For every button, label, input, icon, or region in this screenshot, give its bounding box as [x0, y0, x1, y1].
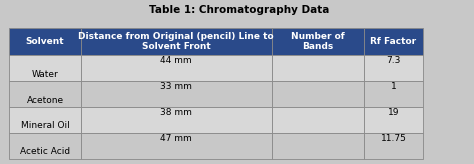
Text: 7.3: 7.3 — [386, 56, 401, 65]
Text: Mineral Oil: Mineral Oil — [21, 121, 70, 130]
Bar — [364, 55, 423, 81]
Bar — [81, 81, 272, 107]
Bar — [81, 55, 272, 81]
Bar — [9, 107, 81, 133]
Text: Number of
Bands: Number of Bands — [291, 32, 345, 51]
Text: 1: 1 — [391, 82, 396, 91]
Text: Water: Water — [32, 70, 58, 79]
Bar — [81, 107, 272, 133]
Bar — [364, 28, 423, 55]
Bar — [272, 81, 364, 107]
Bar — [364, 107, 423, 133]
Bar — [9, 133, 81, 159]
Bar — [272, 133, 364, 159]
Text: 19: 19 — [388, 108, 399, 117]
Text: 44 mm: 44 mm — [160, 56, 192, 65]
Text: Acetone: Acetone — [27, 95, 64, 104]
Bar — [9, 55, 81, 81]
Text: Acetic Acid: Acetic Acid — [20, 147, 70, 156]
Text: 38 mm: 38 mm — [160, 108, 192, 117]
Bar — [364, 133, 423, 159]
Text: Table 1: Chromatography Data: Table 1: Chromatography Data — [149, 5, 329, 15]
Bar — [81, 133, 272, 159]
Text: Solvent: Solvent — [26, 37, 64, 46]
Bar — [9, 81, 81, 107]
Text: 11.75: 11.75 — [381, 134, 406, 143]
Text: Distance from Original (pencil) Line to
Solvent Front: Distance from Original (pencil) Line to … — [78, 32, 274, 51]
Text: 33 mm: 33 mm — [160, 82, 192, 91]
Bar — [272, 55, 364, 81]
Bar — [9, 28, 81, 55]
Text: 47 mm: 47 mm — [160, 134, 192, 143]
Bar — [364, 81, 423, 107]
Bar — [272, 107, 364, 133]
Bar — [272, 28, 364, 55]
Bar — [81, 28, 272, 55]
Text: Rf Factor: Rf Factor — [370, 37, 417, 46]
